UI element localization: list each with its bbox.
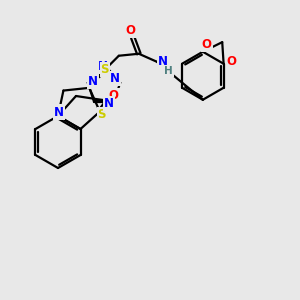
Text: O: O [226, 55, 237, 68]
Text: O: O [126, 24, 136, 37]
Text: O: O [202, 38, 212, 51]
Text: S: S [98, 108, 106, 121]
Text: N: N [104, 97, 114, 110]
Text: N: N [88, 75, 98, 88]
Text: N: N [158, 55, 168, 68]
Text: N: N [54, 106, 64, 118]
Text: N: N [110, 72, 120, 85]
Text: S: S [100, 63, 109, 76]
Text: N: N [98, 59, 108, 73]
Text: O: O [109, 89, 119, 102]
Text: H: H [164, 66, 173, 76]
